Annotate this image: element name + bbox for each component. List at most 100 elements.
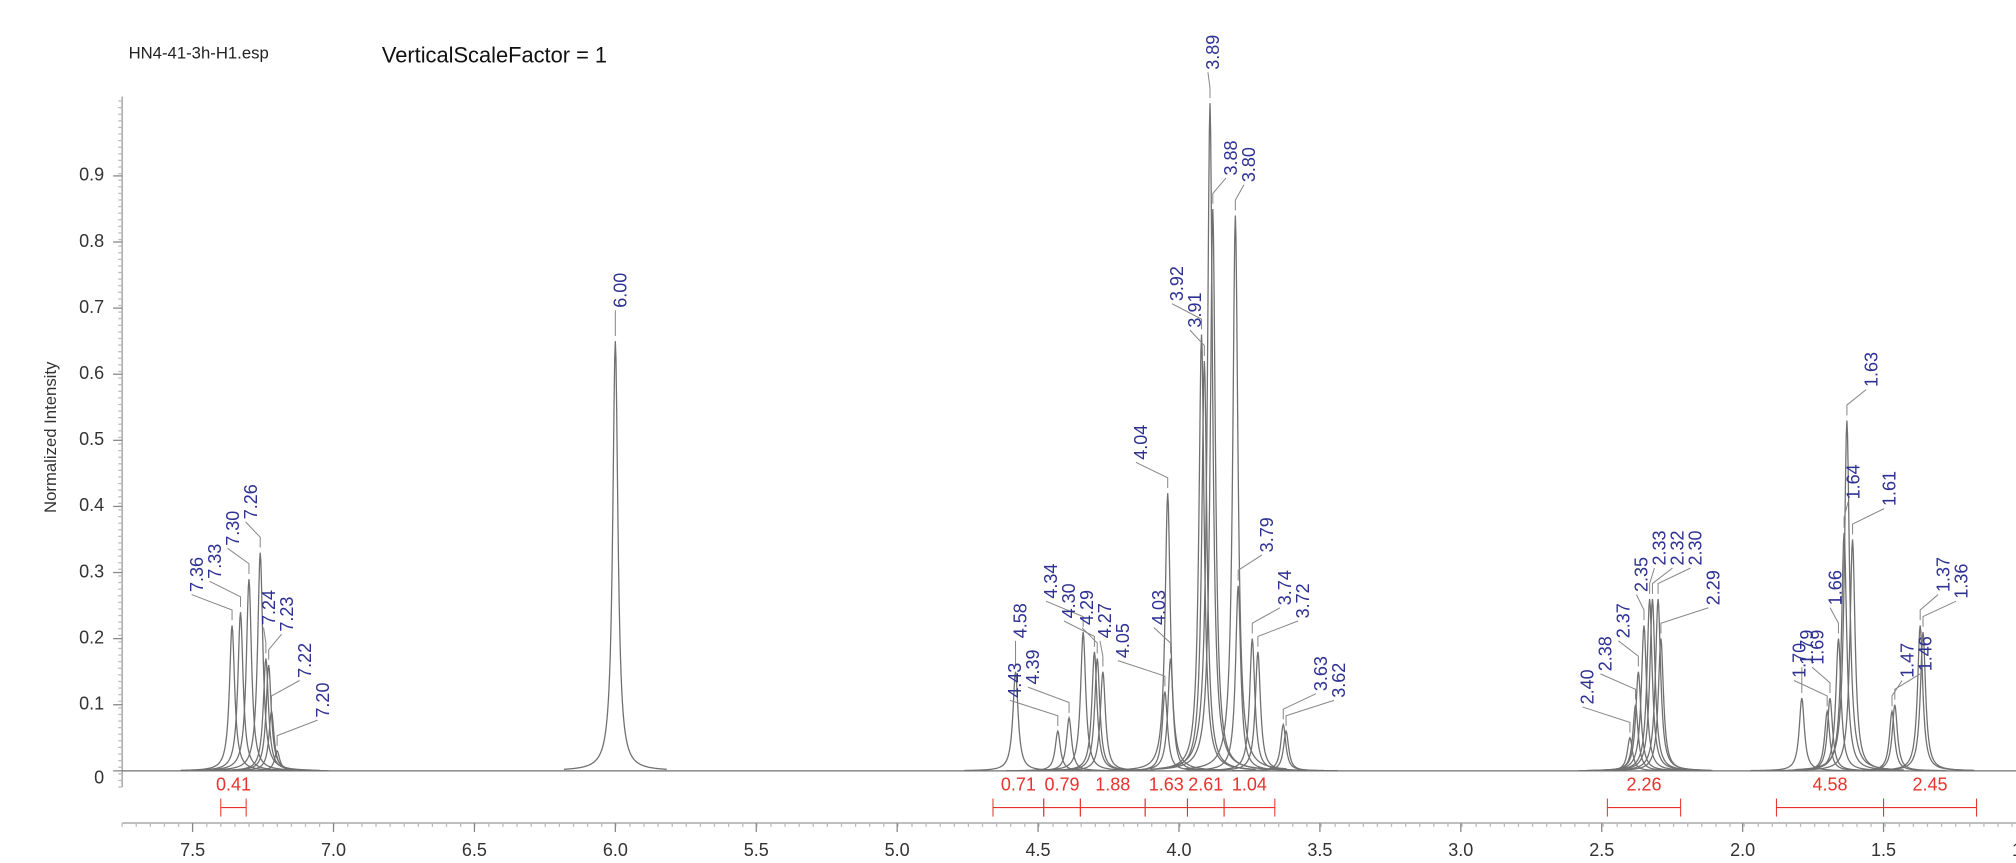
peak-leader bbox=[1922, 600, 1957, 627]
peak-label: 1.46 bbox=[1915, 636, 1935, 671]
peak-label: 3.72 bbox=[1293, 583, 1313, 618]
peak-label: 1.63 bbox=[1861, 352, 1881, 387]
peak-label: 7.33 bbox=[205, 544, 225, 579]
peak-leader bbox=[1829, 607, 1839, 634]
peak-label: 4.27 bbox=[1095, 603, 1115, 638]
peak-label: 1.61 bbox=[1879, 471, 1899, 506]
peak-label: 7.24 bbox=[259, 590, 279, 625]
peak-leader bbox=[1657, 567, 1691, 594]
y-tick-label: 0.7 bbox=[79, 297, 104, 317]
peak bbox=[1234, 729, 1338, 772]
file-name: HN4-41-3h-H1.esp bbox=[129, 44, 269, 63]
peak-leader bbox=[1600, 673, 1637, 700]
peak-leader bbox=[1919, 594, 1939, 621]
peak-leader bbox=[1045, 600, 1084, 627]
annotation: VerticalScaleFactor = 1 bbox=[382, 42, 607, 67]
peak-leader bbox=[1811, 666, 1831, 693]
peak-label: 2.40 bbox=[1578, 669, 1598, 704]
peak bbox=[1116, 493, 1220, 771]
peak-label: 1.64 bbox=[1843, 464, 1863, 499]
x-tick-label: 6.0 bbox=[603, 840, 628, 860]
peak-leader bbox=[268, 633, 282, 660]
peak-leader bbox=[1171, 303, 1203, 330]
x-tick-label: 6.5 bbox=[462, 840, 487, 860]
peak-leader bbox=[1009, 699, 1059, 727]
peak-label: 1.36 bbox=[1951, 564, 1971, 599]
peak-leader bbox=[1285, 699, 1335, 727]
x-tick-label: 4.0 bbox=[1166, 840, 1191, 860]
integral-label: 1.04 bbox=[1232, 774, 1267, 794]
integral-label: 2.61 bbox=[1188, 774, 1223, 794]
peak-label: 2.32 bbox=[1668, 530, 1688, 565]
peak-label: 1.70 bbox=[1789, 643, 1809, 678]
peak-leader bbox=[1251, 607, 1281, 634]
peak-leader bbox=[276, 719, 318, 746]
peak-leader bbox=[1135, 461, 1169, 489]
peak-leader bbox=[227, 547, 250, 574]
peak-leader bbox=[1117, 660, 1166, 687]
peak bbox=[1206, 651, 1310, 772]
peak-leader bbox=[1081, 627, 1098, 654]
peak-label: 4.30 bbox=[1059, 583, 1079, 618]
x-tick-label: 7.5 bbox=[180, 840, 205, 860]
peak-label: 1.79 bbox=[1797, 630, 1817, 665]
y-axis-label: Normalized Intensity bbox=[41, 361, 60, 513]
y-tick-label: 0.6 bbox=[79, 363, 104, 383]
y-tick-label: 0.2 bbox=[79, 627, 104, 647]
integral-label: 2.26 bbox=[1626, 774, 1661, 794]
peak-label: 2.37 bbox=[1614, 603, 1634, 638]
peak-leader bbox=[1153, 627, 1172, 654]
integral-label: 2.45 bbox=[1913, 774, 1948, 794]
peak-label: 4.34 bbox=[1041, 564, 1061, 599]
peak-leader bbox=[1189, 329, 1205, 356]
integral-label: 0.41 bbox=[216, 774, 251, 794]
peak-leader bbox=[1651, 567, 1673, 594]
peak-leader bbox=[1649, 567, 1655, 594]
peak-label: 4.43 bbox=[1005, 663, 1025, 698]
peak-label: 3.74 bbox=[1275, 570, 1295, 605]
x-tick-label: 3.0 bbox=[1448, 840, 1473, 860]
x-tick-label: 5.5 bbox=[744, 840, 769, 860]
integral-label: 0.79 bbox=[1045, 774, 1080, 794]
peak-label: 2.35 bbox=[1632, 557, 1652, 592]
y-tick-label: 0.9 bbox=[79, 165, 104, 185]
integral-label: 4.58 bbox=[1812, 774, 1847, 794]
peak-label: 3.80 bbox=[1239, 147, 1259, 182]
peak-leader bbox=[1891, 680, 1903, 707]
x-tick-label: 2.5 bbox=[1589, 840, 1614, 860]
peak-leader bbox=[270, 680, 300, 707]
y-tick-label: 0.8 bbox=[79, 231, 104, 251]
peak-label: 7.30 bbox=[223, 511, 243, 546]
peak-leader bbox=[263, 627, 267, 654]
peak-label: 4.04 bbox=[1131, 425, 1151, 460]
peak-label: 1.69 bbox=[1807, 630, 1827, 665]
integral-label: 1.63 bbox=[1149, 774, 1184, 794]
peak-label: 3.89 bbox=[1203, 35, 1223, 70]
peak-label: 1.37 bbox=[1933, 557, 1953, 592]
peak bbox=[1609, 638, 1713, 772]
peak bbox=[1843, 704, 1947, 772]
peak bbox=[1871, 631, 1975, 771]
y-tick-label: 0.5 bbox=[79, 429, 104, 449]
peak-label: 3.88 bbox=[1221, 140, 1241, 175]
peak-label: 3.62 bbox=[1329, 663, 1349, 698]
peak-leader bbox=[1846, 389, 1867, 416]
peak-label: 4.03 bbox=[1149, 590, 1169, 625]
peak-leader bbox=[1237, 554, 1263, 581]
peak-label: 7.22 bbox=[295, 643, 315, 678]
peak-leader bbox=[1099, 640, 1104, 667]
peak-label: 2.30 bbox=[1686, 530, 1706, 565]
integral-label: 1.88 bbox=[1095, 774, 1130, 794]
peak-label: 2.33 bbox=[1650, 530, 1670, 565]
y-tick-label: 0.4 bbox=[79, 495, 104, 515]
x-tick-label: 1.0 bbox=[2012, 840, 2016, 860]
peak-leader bbox=[1212, 177, 1227, 204]
y-tick-label: 0.1 bbox=[79, 693, 104, 713]
peak bbox=[1161, 208, 1265, 770]
peak-leader bbox=[1618, 640, 1639, 667]
peak-leader bbox=[1894, 673, 1921, 700]
peak-leader bbox=[1660, 607, 1709, 634]
peak-label: 4.58 bbox=[1011, 603, 1031, 638]
